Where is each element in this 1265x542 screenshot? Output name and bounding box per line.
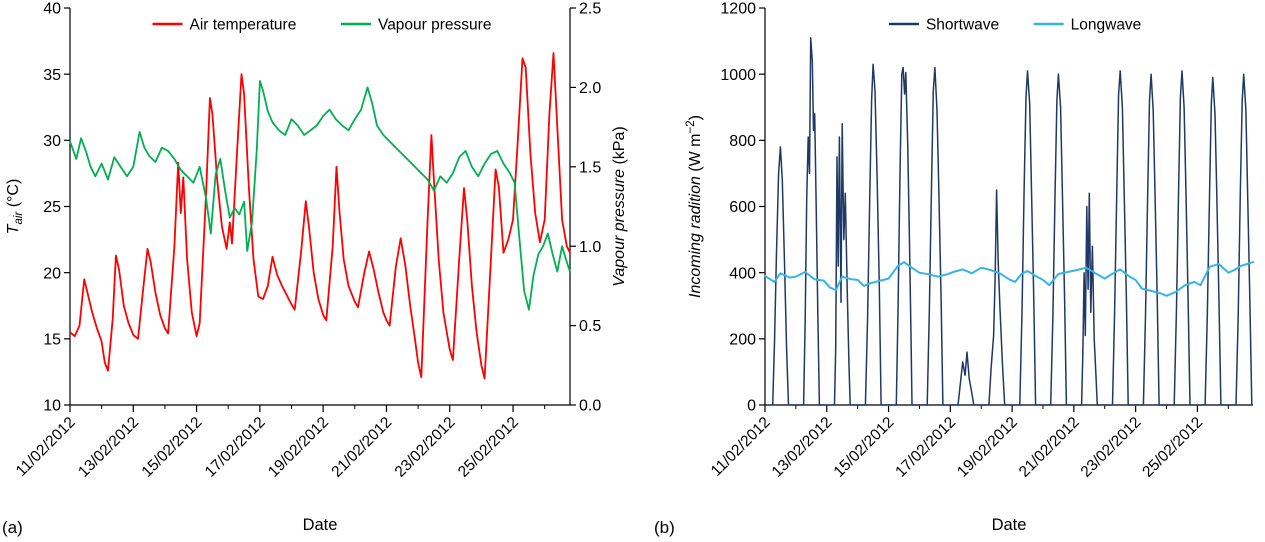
right-axis-title: Vapour pressure (kPa) xyxy=(611,126,628,286)
series-air-temperature xyxy=(69,52,571,380)
panel-label-b: (b) xyxy=(654,518,675,537)
legend-label-shortwave: Shortwave xyxy=(926,16,999,33)
chart-panel-a: 10 15 20 25 30 35 40 0.0 0.5 1.0 1.5 2.0 2.5 11/02/20… xyxy=(5,1,628,534)
x-tick-label: 15/02/2012 xyxy=(139,414,206,481)
right-tick-label: 0.5 xyxy=(579,318,601,335)
y-tick-label: 0 xyxy=(747,398,756,415)
right-tick-label: 2.5 xyxy=(579,1,601,18)
legend-label-vapour-pressure: Vapour pressure xyxy=(378,16,491,33)
right-tick-label: 2.0 xyxy=(579,80,601,97)
y-tick-label: 30 xyxy=(43,133,61,150)
y-tick-label: 200 xyxy=(729,331,756,348)
x-tick-label: 23/02/2012 xyxy=(392,414,459,481)
x-tick-label: 25/02/2012 xyxy=(1139,414,1206,481)
y-tick-label: 1000 xyxy=(720,67,756,84)
x-tick-label: 21/02/2012 xyxy=(328,414,395,481)
x-tick-label: 17/02/2012 xyxy=(892,414,959,481)
x-tick-label: 21/02/2012 xyxy=(1016,414,1083,481)
panel-b: 0 200 400 600 800 1000 1200 11/02/2012 13/02/201… xyxy=(640,0,1265,542)
x-tick-label: 23/02/2012 xyxy=(1078,414,1145,481)
right-tick-label: 1.5 xyxy=(579,159,601,176)
x-tick-label: 13/02/2012 xyxy=(769,414,836,481)
y-tick-label: 20 xyxy=(43,265,61,282)
series-longwave xyxy=(764,261,1254,297)
legend-label-air-temperature: Air temperature xyxy=(190,16,297,33)
series-shortwave xyxy=(771,37,1253,406)
x-axis-title: Date xyxy=(992,516,1027,534)
y-tick-label: 1200 xyxy=(720,1,756,18)
y-axis-title: Incoming radition (W m−2) xyxy=(685,115,704,298)
y-tick-label: 600 xyxy=(729,199,756,216)
y-tick-label: 15 xyxy=(43,331,61,348)
x-tick-label: 13/02/2012 xyxy=(75,414,142,481)
y-tick-label: 400 xyxy=(729,265,756,282)
x-axis-title: Date xyxy=(303,516,338,534)
x-tick-label: 11/02/2012 xyxy=(708,414,774,480)
y-tick-label: 800 xyxy=(729,133,756,150)
x-tick-label: 11/02/2012 xyxy=(13,414,79,480)
chart-panel-b: 0 200 400 600 800 1000 1200 11/02/201213/02/201… xyxy=(685,1,1254,534)
x-tick-label: 15/02/2012 xyxy=(830,414,897,481)
right-tick-label: 1.0 xyxy=(579,239,601,256)
x-tick-label: 19/02/2012 xyxy=(265,414,332,481)
x-tick-label: 25/02/2012 xyxy=(455,414,522,481)
y-tick-label: 25 xyxy=(43,199,61,216)
x-tick-label: 19/02/2012 xyxy=(954,414,1021,481)
y-tick-label: 35 xyxy=(43,67,61,84)
panel-label-a: (a) xyxy=(2,518,23,537)
panel-a: 10 15 20 25 30 35 40 0.0 0.5 1.0 1.5 2.0 2.5 11/02/20… xyxy=(2,1,628,537)
y-tick-label: 40 xyxy=(43,1,61,18)
series-vapour-pressure xyxy=(69,80,571,311)
x-tick-label: 17/02/2012 xyxy=(202,414,269,481)
panel-a-plot: 10 15 20 25 30 35 40 0.0 0.5 1.0 1.5 2.0 2.5 11/02/20… xyxy=(5,1,628,534)
y-tick-label: 10 xyxy=(43,398,61,415)
legend-label-longwave: Longwave xyxy=(1071,16,1142,33)
y-axis-title: Tair (°C) xyxy=(5,179,25,235)
panel-b-plot: 0 200 400 600 800 1000 1200 11/02/201213/02/201… xyxy=(685,1,1254,534)
right-tick-label: 0.0 xyxy=(579,398,601,415)
